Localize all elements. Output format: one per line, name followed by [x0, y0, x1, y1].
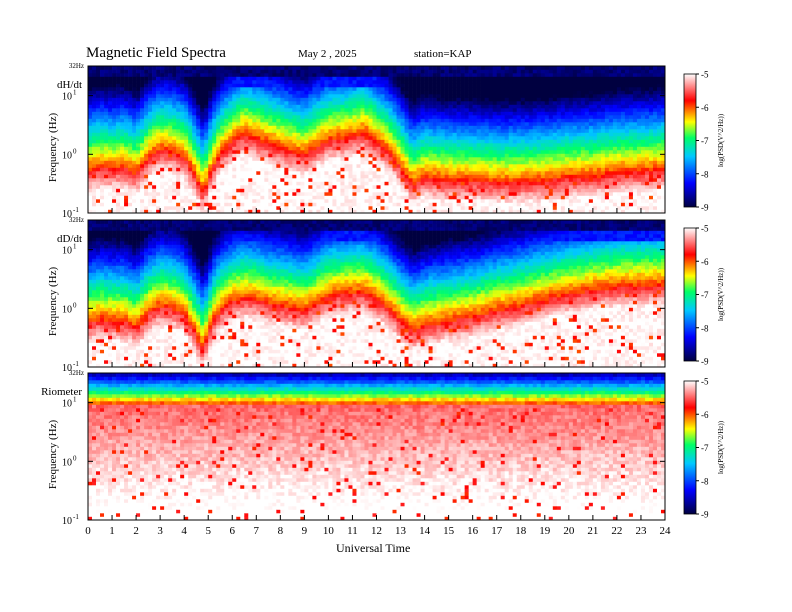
colorbar-tick-label: -7	[701, 136, 709, 146]
colorbar-tick-label: -6	[701, 410, 709, 420]
x-tick-label: 4	[181, 525, 187, 537]
colorbar-tick-label: -5	[701, 70, 709, 80]
top-tick-label: 32Hz	[69, 369, 84, 377]
x-tick-label: 24	[660, 525, 672, 537]
x-tick-label: 13	[395, 525, 407, 537]
y-axis-title: Frequency (Hz)	[47, 267, 59, 337]
colorbar-label: log(PSD(V^2/Hz))	[717, 113, 725, 167]
colorbar-tick-label: -7	[701, 290, 709, 300]
colorbar-tick-label: -5	[701, 224, 709, 234]
y-tick-label: 10	[62, 457, 72, 468]
colorbar-gradient	[684, 228, 696, 361]
x-tick-label: 16	[467, 525, 479, 537]
colorbar-tick-label: -7	[701, 443, 709, 453]
colorbar-dhdt: -5 -6 -7 -8 -9 log(PSD(V^2/Hz))	[684, 70, 725, 213]
x-tick-label: 23	[635, 525, 647, 537]
x-tick-label: 7	[254, 525, 260, 537]
y-tick-exponent: 1	[73, 396, 77, 404]
y-tick-label: 10	[62, 92, 72, 103]
colorbar-tick-label: -6	[701, 103, 709, 113]
x-tick-label: 2	[133, 525, 139, 537]
x-tick-label: 18	[515, 525, 527, 537]
y-tick-label: 10	[62, 399, 72, 410]
x-tick-label: 14	[419, 525, 431, 537]
panel-name: dD/dt	[57, 233, 82, 245]
x-tick-label: 20	[563, 525, 575, 537]
y-tick-exponent: 1	[73, 243, 77, 251]
y-axis-title: Frequency (Hz)	[47, 113, 59, 183]
y-tick-exponent: -1	[73, 360, 79, 368]
x-tick-label: 22	[611, 525, 622, 537]
x-tick-label: 9	[302, 525, 308, 537]
spectrogram-dhdt	[88, 66, 665, 213]
x-tick-label: 11	[347, 525, 358, 537]
x-tick-label: 5	[205, 525, 211, 537]
y-tick-exponent: -1	[73, 206, 79, 214]
colorbar-tick-label: -9	[701, 510, 709, 520]
y-tick-label: 10	[62, 304, 72, 315]
colorbar-gradient	[684, 381, 696, 514]
colorbar-tick-label: -6	[701, 257, 709, 267]
colorbar-tick-label: -8	[701, 476, 709, 486]
y-tick-label: 10	[62, 150, 72, 161]
x-tick-label: 0	[85, 525, 91, 537]
x-axis-title: Universal Time	[336, 541, 410, 556]
colorbar-tick-label: -5	[701, 377, 709, 387]
colorbar-tick-label: -9	[701, 357, 709, 367]
y-tick-exponent: 0	[73, 454, 77, 462]
colorbar-dddt: -5 -6 -7 -8 -9 log(PSD(V^2/Hz))	[684, 224, 725, 367]
y-tick-exponent: -1	[73, 513, 79, 521]
spectrogram-dddt	[88, 220, 665, 367]
colorbar-gradient	[684, 74, 696, 207]
x-tick-label: 19	[539, 525, 551, 537]
x-tick-label: 1	[109, 525, 115, 537]
top-tick-label: 32Hz	[69, 216, 84, 224]
x-tick-label: 8	[278, 525, 284, 537]
spectrogram-riometer	[88, 373, 665, 520]
x-tick-label: 10	[323, 525, 335, 537]
y-tick-exponent: 1	[73, 89, 77, 97]
y-tick-exponent: 0	[73, 301, 77, 309]
colorbar-label: log(PSD(V^2/Hz))	[717, 267, 725, 321]
colorbar-tick-label: -9	[701, 203, 709, 213]
x-tick-label: 6	[230, 525, 236, 537]
y-tick-exponent: 0	[73, 147, 77, 155]
x-tick-label: 15	[443, 525, 455, 537]
top-tick-label: 32Hz	[69, 62, 84, 70]
x-tick-label: 12	[371, 525, 382, 537]
x-tick-label: 3	[157, 525, 163, 537]
y-axis-title: Frequency (Hz)	[47, 420, 59, 490]
colorbar-tick-label: -8	[701, 169, 709, 179]
colorbar-tick-label: -8	[701, 323, 709, 333]
y-tick-label: 10	[62, 246, 72, 257]
x-tick-label: 21	[587, 525, 598, 537]
panel-name: dH/dt	[57, 79, 82, 91]
x-tick-label: 17	[491, 525, 503, 537]
colorbar-riometer: -5 -6 -7 -8 -9 log(PSD(V^2/Hz))	[684, 377, 725, 520]
colorbar-label: log(PSD(V^2/Hz))	[717, 420, 725, 474]
y-tick-label: 10	[62, 516, 72, 527]
